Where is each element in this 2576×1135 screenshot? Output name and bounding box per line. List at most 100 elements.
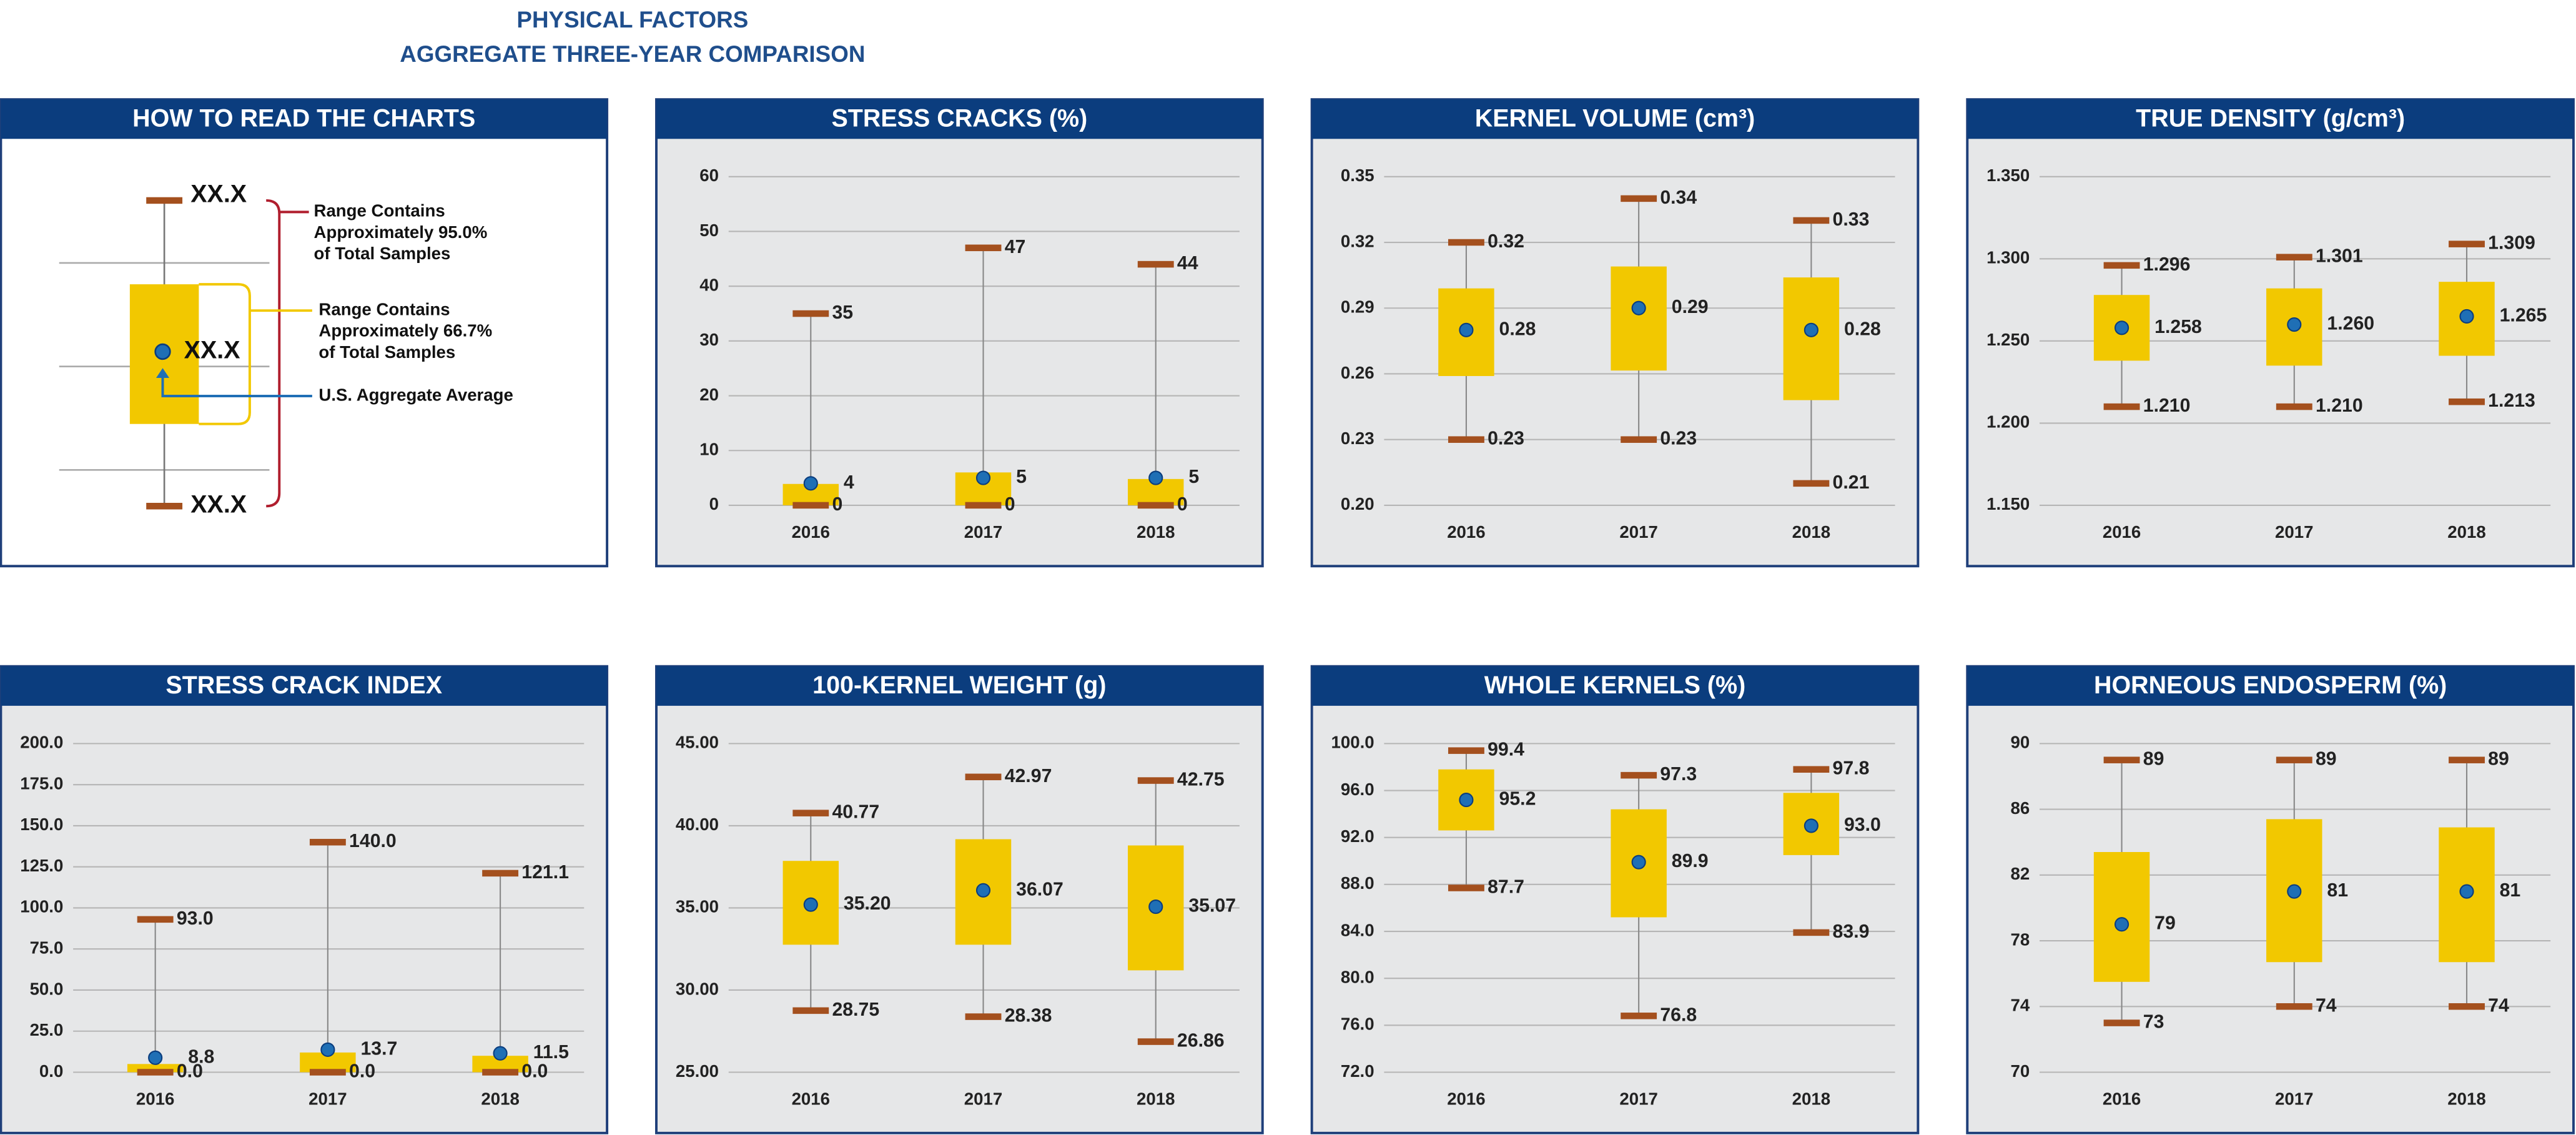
y-tick-label: 0.32 [1341, 231, 1374, 250]
chart-panel: WHOLE KERNELS (%) 72.0 76.0 80.0 84.0 88.0 92.… [1310, 665, 1920, 1134]
mean-label: 5 [1188, 467, 1199, 487]
guide-max-label: XX.X [190, 180, 247, 207]
max-cap [2103, 262, 2140, 269]
mean-label: 81 [2327, 880, 2348, 901]
y-tick-label: 100.0 [20, 897, 63, 916]
y-tick-label: 30.00 [676, 979, 719, 998]
mean-label: 35.07 [1188, 896, 1236, 916]
max-label: 0.33 [1833, 209, 1870, 230]
max-cap [1793, 217, 1830, 224]
mean-label: 0.28 [1844, 319, 1881, 339]
mean-label: 93.0 [1844, 815, 1881, 835]
panel-header [656, 99, 1263, 139]
min-cap [137, 1069, 174, 1076]
guide-min-label: XX.X [190, 491, 247, 518]
x-tick-label: 2017 [964, 522, 1002, 542]
panel-title: 100-KERNEL WEIGHT (g) [812, 672, 1106, 699]
mean-dot [2459, 884, 2474, 899]
mean-dot [1148, 470, 1163, 485]
mean-label: 1.258 [2154, 317, 2202, 337]
max-cap [1137, 260, 1174, 268]
min-label: 74 [2316, 995, 2337, 1016]
panel-header [1, 99, 608, 139]
x-tick-label: 2016 [1447, 522, 1485, 542]
mean-dot [1631, 300, 1646, 315]
max-cap [1621, 195, 1657, 202]
panel-title: HORNEOUS ENDOSPERM (%) [2094, 672, 2447, 699]
y-tick-label: 1.300 [1986, 248, 2030, 267]
min-label: 0 [832, 494, 842, 515]
y-tick-label: 45.00 [676, 733, 719, 752]
mean-dot [803, 897, 818, 912]
min-label: 1.210 [2316, 395, 2363, 416]
guide-bracket-667 [199, 283, 251, 425]
y-tick-label: 50 [699, 221, 719, 240]
min-label: 0.0 [521, 1061, 548, 1081]
y-tick-label: 0.35 [1341, 166, 1374, 185]
mean-label: 81 [2500, 880, 2521, 901]
min-label: 0.21 [1833, 472, 1870, 493]
mean-label: 89.9 [1672, 851, 1709, 871]
min-cap [1448, 885, 1484, 891]
mean-dot [493, 1046, 508, 1061]
page-subtitle: AGGREGATE THREE-YEAR COMPARISON [400, 41, 865, 67]
min-label: 26.86 [1177, 1031, 1225, 1051]
mean-label: 95.2 [1499, 789, 1536, 810]
guide-pointer [161, 371, 312, 397]
y-tick-label: 200.0 [20, 733, 63, 752]
min-label: 1.210 [2143, 395, 2191, 416]
x-tick-label: 2018 [2447, 522, 2485, 542]
min-label: 74 [2488, 995, 2509, 1016]
y-tick-label: 0.0 [39, 1061, 63, 1081]
max-label: 47 [1005, 237, 1026, 257]
max-label: 89 [2316, 749, 2337, 770]
min-cap [1793, 929, 1830, 936]
guide-note: of Total Samples [314, 244, 451, 263]
max-label: 44 [1177, 253, 1198, 274]
mean-label: 1.265 [2500, 305, 2547, 325]
min-cap [1137, 1038, 1174, 1045]
max-label: 89 [2488, 749, 2509, 770]
x-tick-label: 2018 [481, 1089, 519, 1109]
y-tick-label: 74 [2011, 996, 2030, 1015]
x-tick-label: 2016 [1447, 1089, 1485, 1109]
y-tick-label: 88.0 [1341, 873, 1374, 893]
min-label: 28.75 [832, 999, 879, 1020]
mean-dot [1804, 818, 1818, 833]
panel-title: HOW TO READ THE CHARTS [132, 104, 475, 132]
max-label: 97.8 [1833, 758, 1870, 779]
max-label: 99.4 [1488, 740, 1524, 760]
max-cap [792, 810, 829, 816]
y-tick-label: 1.250 [1986, 330, 2030, 349]
x-tick-label: 2018 [1137, 522, 1175, 542]
max-cap [2103, 756, 2140, 763]
mean-label: 79 [2154, 913, 2176, 934]
min-label: 28.38 [1005, 1006, 1052, 1026]
min-cap [2276, 1003, 2312, 1010]
min-label: 83.9 [1833, 921, 1870, 942]
max-cap [482, 870, 519, 877]
mean-dot [148, 1050, 163, 1065]
panel-header [656, 666, 1263, 706]
min-cap [792, 1007, 829, 1014]
panel-header [1967, 99, 2574, 139]
min-cap [482, 1069, 519, 1076]
min-cap [2103, 403, 2140, 410]
y-tick-label: 25.00 [676, 1061, 719, 1081]
y-tick-label: 0.23 [1341, 429, 1374, 448]
chart-panel: KERNEL VOLUME (cm³) 0.20 0.23 0.26 0.29 0.32 0… [1310, 98, 1920, 568]
y-tick-label: 90 [2011, 733, 2030, 752]
mean-dot [1148, 900, 1163, 914]
page-title: PHYSICAL FACTORS [516, 7, 748, 32]
max-label: 97.3 [1660, 764, 1697, 785]
y-tick-label: 70 [2011, 1061, 2030, 1081]
mean-dot [1804, 322, 1818, 337]
y-tick-label: 76.0 [1341, 1014, 1374, 1034]
mean-dot [1459, 322, 1474, 337]
max-label: 1.301 [2316, 246, 2363, 267]
mean-label: 36.07 [1016, 879, 1063, 900]
max-label: 0.32 [1488, 231, 1524, 252]
mean-label: 13.7 [360, 1038, 397, 1059]
min-cap [1448, 436, 1484, 443]
